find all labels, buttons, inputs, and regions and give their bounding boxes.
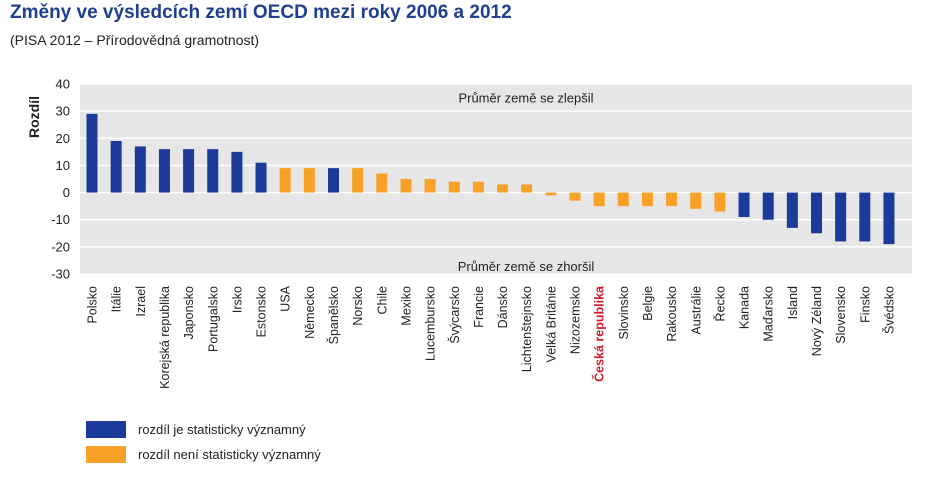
bar	[183, 149, 195, 193]
x-tick-label: Česká republika	[592, 285, 607, 382]
bar	[569, 192, 581, 201]
bar	[400, 179, 412, 193]
y-tick-label: 10	[56, 158, 70, 173]
x-tick-label: Kanada	[738, 286, 752, 329]
bar	[279, 168, 291, 193]
x-tick-label: Lucembursko	[424, 286, 438, 361]
x-tick-label: Izrael	[134, 286, 148, 317]
bar	[448, 181, 460, 193]
x-tick-label: Estonsko	[255, 286, 269, 337]
bar	[762, 192, 774, 220]
x-tick-label: Velká Británie	[544, 286, 558, 362]
x-tick-label: Chile	[375, 286, 389, 315]
legend-item-significant: rozdíl je statisticky významný	[86, 420, 306, 438]
bar	[617, 192, 629, 207]
annotation-worsened: Průměr země se zhoršil	[458, 259, 595, 274]
y-tick-label: -30	[51, 267, 70, 282]
bar	[714, 192, 726, 212]
bar	[497, 184, 509, 193]
x-tick-label: USA	[279, 285, 293, 311]
bar	[593, 192, 605, 207]
x-tick-label: Švédsko	[881, 286, 896, 334]
bar	[545, 192, 557, 196]
x-tick-label: Švýcarsko	[447, 286, 462, 344]
x-tick-label: Nový Zéland	[810, 286, 824, 356]
x-tick-label: Lichtenštejnsko	[520, 286, 534, 372]
bar	[86, 113, 98, 193]
bar	[352, 168, 364, 193]
x-tick-label: Austrálie	[689, 286, 703, 335]
x-tick-label: Belgie	[641, 286, 655, 321]
y-axis-label: Rozdíl	[26, 96, 42, 138]
y-tick-label: 0	[63, 185, 70, 200]
x-tick-label: Španělsko	[326, 286, 341, 344]
x-tick-label: Portugalsko	[206, 286, 220, 352]
y-tick-label: 30	[56, 104, 70, 119]
x-tick-label: Mexiko	[399, 286, 413, 326]
bar	[231, 151, 243, 193]
bar	[207, 149, 219, 193]
bar	[641, 192, 653, 207]
chart-subtitle: (PISA 2012 – Přírodovědná gramotnost)	[10, 32, 260, 48]
bar	[883, 192, 895, 245]
x-tick-label: Slovinsko	[617, 286, 631, 340]
bar	[376, 173, 388, 193]
x-tick-label: Nizozemsko	[569, 286, 583, 354]
x-tick-label: Polsko	[86, 286, 100, 324]
bar	[521, 184, 533, 193]
bar	[738, 192, 750, 217]
x-tick-label: Norsko	[351, 286, 365, 326]
bar	[472, 181, 484, 193]
x-tick-label: Rakousko	[665, 286, 679, 342]
x-tick-label: Maďarsko	[762, 286, 776, 342]
y-tick-label: -20	[51, 239, 70, 254]
bar	[859, 192, 871, 242]
x-tick-label: Slovensko	[834, 286, 848, 344]
x-tick-label: Německo	[303, 286, 317, 339]
legend-label-not-significant: rozdíl není statisticky významný	[138, 446, 321, 462]
bar	[158, 149, 170, 193]
bar	[110, 141, 122, 193]
bar	[134, 146, 146, 193]
bar	[786, 192, 798, 228]
bar	[424, 179, 436, 193]
bar	[328, 168, 339, 193]
x-tick-label: Japonsko	[182, 286, 196, 340]
y-tick-label: -10	[51, 212, 70, 227]
x-tick-label: Finsko	[858, 286, 872, 323]
bar	[303, 168, 315, 193]
bar	[690, 192, 702, 209]
plot-background	[80, 84, 912, 274]
y-tick-label: 20	[56, 131, 70, 146]
x-tick-label: Island	[786, 286, 800, 319]
legend-swatch-significant	[86, 420, 126, 438]
x-tick-label: Irsko	[230, 286, 244, 313]
bar	[666, 192, 678, 207]
legend-swatch-not-significant	[86, 445, 126, 463]
y-tick-label: 40	[56, 77, 70, 92]
annotation-improved: Průměr země se zlepšil	[458, 91, 593, 106]
legend-label-significant: rozdíl je statisticky významný	[138, 421, 306, 437]
x-tick-label: Korejská republika	[158, 286, 172, 389]
x-tick-label: Řecko	[712, 286, 727, 321]
bar	[255, 162, 267, 193]
bar	[835, 192, 847, 242]
x-tick-label: Dánsko	[496, 286, 510, 328]
x-tick-label: Itálie	[110, 286, 124, 312]
x-tick-label: Francie	[472, 286, 486, 328]
legend-item-not-significant: rozdíl není statisticky významný	[86, 445, 321, 463]
chart-title: Změny ve výsledcích zemí OECD mezi roky …	[10, 2, 512, 23]
bar	[811, 192, 822, 234]
